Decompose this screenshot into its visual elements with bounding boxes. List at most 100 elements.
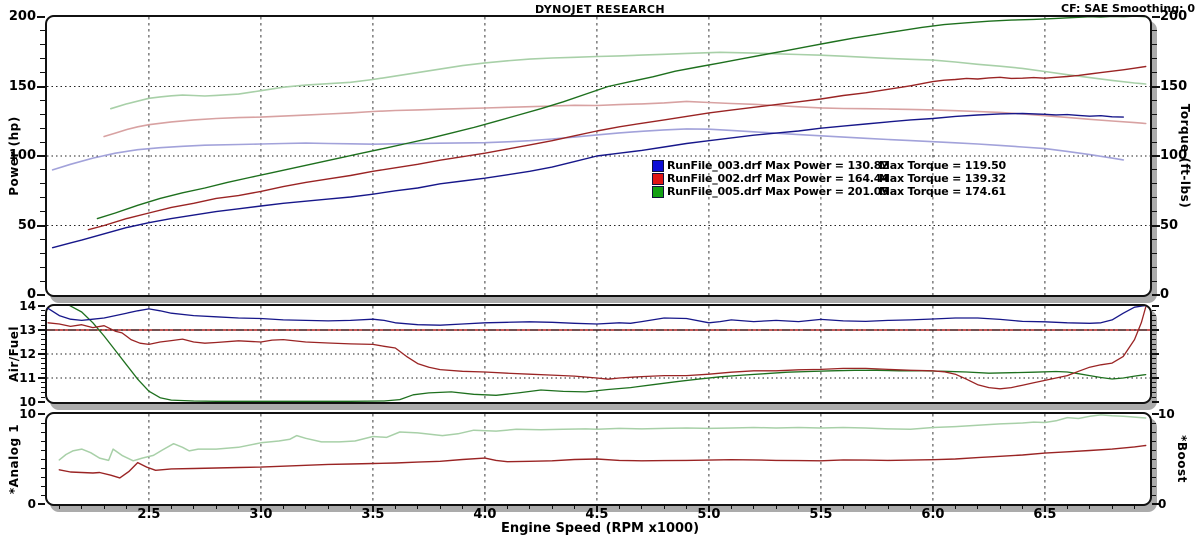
airfuel-axis-tick-right [1152,363,1156,365]
power-axis-tick-label: 50 [17,217,36,233]
airfuel-axis-tick [41,348,45,350]
x-axis-minor-tick [798,505,800,509]
power-axis-tick [40,266,45,268]
power-axis-tick-label: 100 [8,148,36,163]
x-axis-major-tick [483,505,486,512]
power-axis-tick [40,238,45,240]
airfuel-axis-tick [38,329,45,331]
x-axis-major-tick [371,505,374,512]
analog-axis-tick [38,503,45,505]
analog-axis-tick [41,467,45,469]
airfuel-axis-tick-label: 11 [19,371,36,385]
x-axis-minor-tick [417,505,419,509]
x-axis-minor-tick [842,505,844,509]
analog-axis-tick [38,413,45,415]
power-axis-tick [40,197,45,199]
legend-swatch-icon [652,159,664,172]
airfuel-axis-tick [41,319,45,321]
x-axis-minor-tick [999,505,1001,509]
x-axis-major-tick [931,505,934,512]
x-axis-tick-label: 6.0 [921,507,945,522]
air-fuel-panel [45,304,1152,404]
torque-axis-tick-label: 100 [1160,148,1188,163]
x-axis-minor-tick [350,505,352,509]
airfuel-axis-tick [41,391,45,393]
power-axis-tick [40,183,45,185]
boost-axis-tick [1152,485,1156,487]
x-axis-minor-tick [282,505,284,509]
legend-swatch-icon [652,172,664,185]
x-axis-major-tick [1043,505,1046,512]
series-boost [58,414,1147,462]
x-axis-tick-label: 6.5 [1033,507,1057,522]
x-axis-minor-tick [1066,505,1068,509]
airfuel-axis-tick [38,305,45,307]
x-axis-minor-tick [126,505,128,509]
x-axis-minor-tick [865,505,867,509]
airfuel-axis-tick-right [1152,382,1156,384]
airfuel-axis-tick [38,401,45,403]
x-axis-minor-tick [305,505,307,509]
series-runfile-003-torque [51,128,1125,171]
x-axis-minor-tick [81,505,83,509]
x-axis-minor-tick [394,505,396,509]
airfuel-axis-tick [38,377,45,379]
torque-axis-tick [1152,72,1157,74]
airfuel-axis-tick-right [1152,367,1156,369]
airfuel-axis-tick-right [1152,348,1156,350]
boost-axis-tick [1152,467,1156,469]
torque-axis-tick-label: 0 [1160,287,1170,302]
legend-row: RunFile_003.drf Max Power = 130.82 Max To… [652,159,1006,172]
torque-axis-tick [1152,280,1157,282]
torque-axis-tick-label: 200 [1160,9,1188,24]
torque-axis-tick [1152,294,1160,296]
x-axis-minor-tick [910,505,912,509]
power-axis-tick [40,58,45,60]
airfuel-axis-tick [41,334,45,336]
x-axis-minor-tick [775,505,777,509]
airfuel-axis-tick [41,382,45,384]
boost-axis-tick [1152,458,1156,460]
x-axis-minor-tick [641,505,643,509]
airfuel-axis-tick-right [1152,329,1159,331]
x-axis-minor-tick [1089,505,1091,509]
torque-axis-tick [1152,113,1157,115]
power-axis-tick [40,113,45,115]
power-axis-tick [40,72,45,74]
airfuel-axis-tick [41,339,45,341]
x-axis-tick-label: 3.5 [361,507,385,522]
series-runfile-005-af [69,306,1147,402]
analog-axis-tick [41,458,45,460]
torque-axis-tick [1152,155,1160,157]
torque-axis-tick [1152,16,1160,18]
airfuel-axis-tick-right [1152,377,1159,379]
correction-smoothing-label: CF: SAE Smoothing: 0 [1061,2,1195,15]
x-axis-minor-tick [103,505,105,509]
airfuel-axis-tick-right [1152,315,1156,317]
power-axis-tick [40,252,45,254]
airfuel-axis-tick-label: 12 [19,347,36,361]
series-runfile-002-power [87,65,1147,231]
legend-run-max-power: RunFile_002.drf Max Power = 164.44 [667,172,889,185]
analog-axis-tick [41,422,45,424]
x-axis-tick-label: 3.0 [249,507,273,522]
x-axis-minor-tick [887,505,889,509]
airfuel-axis-tick [41,367,45,369]
airfuel-axis-tick-right [1152,319,1156,321]
airfuel-axis-tick-right [1152,305,1159,307]
power-axis-tick [40,169,45,171]
analog-axis-tick [41,449,45,451]
airfuel-axis-tick-right [1152,387,1156,389]
analog-axis-tick [41,476,45,478]
x-axis-tick-label: 4.0 [473,507,497,522]
torque-axis-tick [1152,141,1157,143]
power-axis-tick [40,99,45,101]
x-axis-major-tick [819,505,822,512]
boost-axis-tick [1152,422,1156,424]
power-axis-tick [40,141,45,143]
power-axis-tick-label: 0 [26,287,36,302]
x-axis-minor-tick [730,505,732,509]
x-axis-minor-tick [58,505,60,509]
x-axis-minor-tick [954,505,956,509]
x-axis-major-tick [259,505,262,512]
